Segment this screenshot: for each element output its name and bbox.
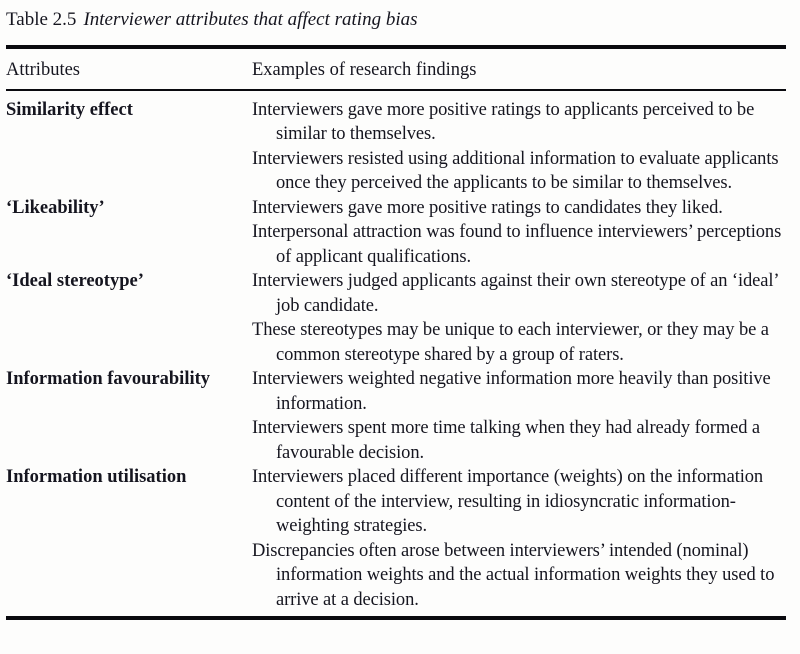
attribute-cell: ‘Ideal stereotype’ <box>6 271 144 291</box>
finding-text: These stereotypes may be unique to each … <box>252 320 769 365</box>
finding-text: Interviewers judged applicants against t… <box>252 271 779 316</box>
finding-text: Interviewers weighted negative informati… <box>252 369 771 414</box>
table-header-row: Attributes Examples of research findings <box>6 58 786 83</box>
table-row-similarity-effect: Similarity effect Interviewers gave more… <box>6 98 786 196</box>
findings-cell: Interviewers judged applicants against t… <box>252 269 786 367</box>
header-attributes: Attributes <box>6 60 80 80</box>
findings-cell: Interviewers weighted negative informati… <box>252 367 786 465</box>
table-body: Similarity effect Interviewers gave more… <box>6 98 786 613</box>
findings-cell: Interviewers placed different importance… <box>252 465 786 612</box>
table-row-ideal-stereotype: ‘Ideal stereotype’ Interviewers judged a… <box>6 269 786 367</box>
attribute-cell: Information favourability <box>6 369 211 389</box>
header-findings: Examples of research findings <box>252 60 477 80</box>
finding-text: Interviewers gave more positive ratings … <box>252 99 755 145</box>
finding-text: Interpersonal attraction was found to in… <box>252 222 782 267</box>
table-caption: Table 2.5 Interviewer attributes that aff… <box>6 7 786 33</box>
attribute-cell: Similarity effect <box>6 99 133 120</box>
table-number: Table 2.5 <box>6 9 77 30</box>
attribute-cell: Information utilisation <box>6 467 187 487</box>
top-rule <box>6 45 786 49</box>
table-title: Interviewer attributes that affect ratin… <box>83 9 418 30</box>
bottom-rule <box>6 616 786 620</box>
table-row-likeability: ‘Likeability’ Interviewers gave more pos… <box>6 196 786 270</box>
table-row-information-favourability: Information favourability Interviewers w… <box>6 367 786 465</box>
finding-text: Discrepancies often arose between interv… <box>252 540 775 610</box>
finding-text: Interviewers placed different importance… <box>252 467 764 536</box>
finding-text: Interviewers resisted using additional i… <box>252 148 779 194</box>
finding-text: Interviewers spent more time talking whe… <box>252 418 761 463</box>
header-rule <box>6 88 786 91</box>
table-row-information-utilisation: Information utilisation Interviewers pla… <box>6 465 786 612</box>
findings-cell: Interviewers gave more positive ratings … <box>252 98 786 196</box>
attribute-cell: ‘Likeability’ <box>6 197 105 218</box>
finding-text: Interviewers gave more positive ratings … <box>252 197 723 218</box>
findings-cell: Interviewers gave more positive ratings … <box>252 196 786 270</box>
